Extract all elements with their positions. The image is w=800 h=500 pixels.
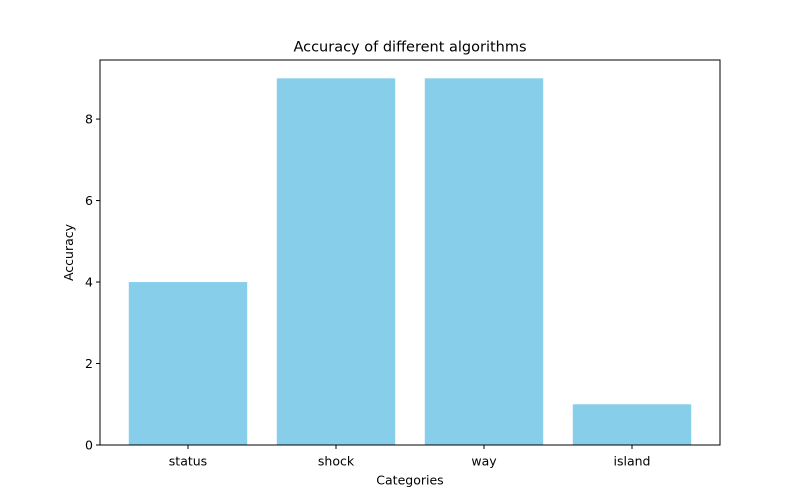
y-tick-label: 0 xyxy=(85,438,93,453)
y-tick-label: 2 xyxy=(85,356,93,371)
x-tick-label-status: status xyxy=(169,454,207,469)
x-axis: status shock way island xyxy=(169,445,651,469)
bar-way xyxy=(424,78,544,445)
x-axis-label: Categories xyxy=(376,473,443,488)
plot-area-frame xyxy=(99,59,721,446)
bar-island xyxy=(572,404,692,445)
x-tick-label-shock: shock xyxy=(318,454,355,469)
chart-title: Accuracy of different algorithms xyxy=(293,40,526,56)
bar-shock xyxy=(276,78,396,445)
x-tick-label-way: way xyxy=(471,454,497,469)
bars-layer xyxy=(128,78,692,445)
bar-status xyxy=(128,282,248,445)
y-axis-label: Accuracy xyxy=(61,223,76,281)
y-tick-label: 4 xyxy=(85,275,93,290)
y-tick-label: 8 xyxy=(85,112,93,127)
x-tick-label-island: island xyxy=(614,454,651,469)
y-axis: 0 2 4 6 8 xyxy=(85,112,100,453)
y-tick-label: 6 xyxy=(85,193,93,208)
